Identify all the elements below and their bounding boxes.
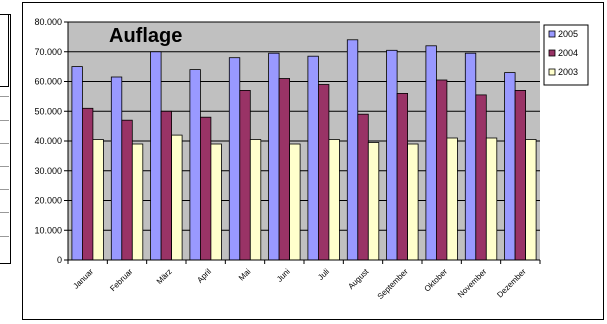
y-tick-label: 10.000 bbox=[34, 225, 62, 235]
y-tick-label: 80.000 bbox=[34, 17, 62, 27]
y-tick-label: 30.000 bbox=[34, 166, 62, 176]
bar-2005-august bbox=[347, 40, 358, 260]
bar-2004-august bbox=[358, 114, 369, 260]
x-tick-label: Juni bbox=[275, 267, 292, 284]
bar-2003-juni bbox=[290, 144, 301, 260]
bar-2005-juli bbox=[308, 56, 319, 260]
legend[interactable]: 2005 2004 2003 bbox=[544, 25, 588, 85]
bar-2003-august bbox=[368, 143, 379, 261]
left-table-row bbox=[0, 96, 9, 97]
x-tick-label: Januar bbox=[71, 267, 95, 291]
x-tick-label: August bbox=[346, 267, 371, 292]
bar-2004-oktober bbox=[436, 80, 447, 260]
bar-2005-september bbox=[387, 50, 398, 260]
bar-2005-januar bbox=[72, 67, 83, 260]
bar-2004-september bbox=[397, 93, 408, 260]
legend-label-2003: 2003 bbox=[558, 67, 578, 77]
x-tick-label: November bbox=[456, 267, 489, 300]
bar-2005-dezember bbox=[505, 73, 515, 260]
bar-2004-november bbox=[476, 95, 487, 260]
bar-2003-dezember bbox=[526, 140, 537, 261]
bar-2003-mai bbox=[250, 140, 260, 261]
legend-swatch-2004 bbox=[549, 50, 555, 56]
bar-2004-juni bbox=[279, 79, 290, 261]
bar-2003-januar bbox=[93, 140, 104, 261]
bar-2003-märz bbox=[172, 135, 183, 260]
legend-swatch-2005 bbox=[549, 31, 555, 37]
x-axis-ticks: Januar Februar März April Mai Juni Juli August S… bbox=[68, 260, 540, 301]
left-table-row bbox=[0, 143, 9, 144]
y-tick-label: 40.000 bbox=[34, 136, 62, 146]
y-tick-label: 0 bbox=[57, 255, 62, 265]
bar-2005-april bbox=[190, 70, 201, 260]
x-tick-label: Februar bbox=[108, 267, 134, 293]
bar-2005-juni bbox=[269, 53, 280, 260]
y-tick-label: 50.000 bbox=[34, 106, 62, 116]
left-table-row bbox=[0, 120, 9, 121]
bar-2004-juli bbox=[318, 85, 329, 261]
bar-2005-oktober bbox=[426, 46, 437, 260]
left-table-row bbox=[0, 236, 9, 237]
x-tick-label: Dezember bbox=[495, 267, 528, 300]
chart-frame[interactable]: 0 10.000 20.000 30.000 40.000 50.000 60.000 70.… bbox=[22, 2, 604, 320]
left-table-header bbox=[0, 14, 9, 87]
x-tick-label: Juli bbox=[316, 267, 331, 282]
bar-2005-mai bbox=[229, 58, 240, 260]
bar-2003-februar bbox=[132, 144, 143, 260]
bar-2005-februar bbox=[111, 77, 122, 260]
left-table-row bbox=[0, 189, 9, 190]
y-axis-ticks: 0 10.000 20.000 30.000 40.000 50.000 60.000 70.… bbox=[34, 17, 68, 265]
bar-2003-april bbox=[211, 144, 222, 260]
x-tick-label: Oktober bbox=[423, 267, 450, 294]
left-table-row bbox=[0, 166, 9, 167]
y-tick-label: 70.000 bbox=[34, 47, 62, 57]
bar-2004-april bbox=[200, 117, 211, 260]
bar-2004-februar bbox=[122, 120, 133, 260]
legend-label-2004: 2004 bbox=[558, 48, 578, 58]
bar-2004-januar bbox=[82, 108, 93, 260]
bar-2004-dezember bbox=[515, 90, 526, 260]
x-tick-label: April bbox=[195, 267, 213, 285]
x-tick-label: September bbox=[376, 267, 410, 301]
legend-swatch-2003 bbox=[549, 69, 555, 75]
x-tick-label: Mai bbox=[237, 267, 253, 283]
bar-2003-juli bbox=[329, 140, 340, 261]
y-tick-label: 60.000 bbox=[34, 77, 62, 87]
bar-chart: 0 10.000 20.000 30.000 40.000 50.000 60.000 70.… bbox=[23, 3, 603, 319]
bar-2003-oktober bbox=[447, 138, 458, 260]
x-tick-label: März bbox=[155, 267, 174, 286]
bar-2003-september bbox=[408, 144, 419, 260]
left-table-row bbox=[0, 212, 9, 213]
legend-label-2005: 2005 bbox=[558, 29, 578, 39]
left-spreadsheet-edge bbox=[0, 0, 11, 323]
bar-2004-märz bbox=[161, 111, 172, 260]
y-tick-label: 20.000 bbox=[34, 196, 62, 206]
chart-title: Auflage bbox=[109, 25, 182, 47]
bar-2005-märz bbox=[151, 52, 162, 260]
bar-2004-mai bbox=[240, 90, 251, 260]
bar-2005-november bbox=[465, 53, 476, 260]
bar-2003-november bbox=[486, 138, 497, 260]
